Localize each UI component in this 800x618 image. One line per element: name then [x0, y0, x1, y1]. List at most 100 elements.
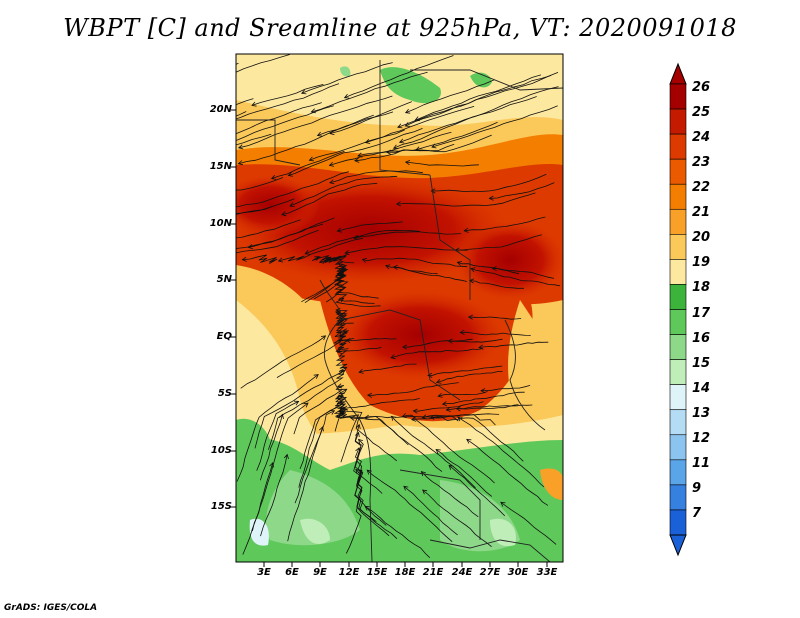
- field-south-pale-green-2: [490, 518, 516, 547]
- streamline-arrow: [445, 406, 451, 412]
- streamline: [335, 411, 360, 463]
- streamline: [301, 262, 349, 303]
- streamline: [236, 217, 335, 249]
- colorbar-label: 17: [692, 305, 711, 321]
- streamline-arrow: [355, 468, 361, 474]
- streamline: [254, 366, 347, 449]
- streamline: [457, 416, 545, 488]
- streamline-arrow: [437, 392, 443, 398]
- border-south-2: [429, 539, 551, 562]
- streamline: [345, 246, 468, 254]
- streamline-arrow: [457, 416, 463, 422]
- streamline: [238, 95, 393, 149]
- streamline: [366, 469, 453, 543]
- streamline: [457, 261, 520, 275]
- streamline: [289, 175, 398, 207]
- streamline-arrow: [287, 171, 293, 177]
- lat-label-20n: 20N: [209, 104, 232, 115]
- streamline: [402, 414, 495, 484]
- streamline-arrow: [343, 93, 350, 99]
- streamline: [469, 280, 524, 289]
- streamline-arrow: [336, 383, 343, 389]
- streamline: [236, 111, 247, 117]
- streamline: [436, 371, 503, 383]
- streamline-arrow: [326, 256, 332, 262]
- streamline-arrow: [196, 252, 200, 256]
- streamline: [240, 335, 326, 389]
- streamline-arrow: [455, 406, 461, 412]
- streamline: [393, 266, 438, 275]
- streamline: [236, 198, 295, 215]
- lon-label-24e: 24E: [451, 567, 473, 578]
- streamline-arrow: [500, 501, 506, 507]
- colorbar-swatch: [669, 459, 687, 486]
- streamline: [390, 348, 483, 359]
- streamline: [413, 401, 484, 412]
- streamline-arrow: [414, 116, 420, 122]
- streamline-arrow: [491, 265, 497, 272]
- streamline: [301, 62, 393, 94]
- streamline-arrow: [427, 372, 433, 378]
- colorbar-swatch: [669, 334, 687, 360]
- streamline-arrow: [237, 160, 244, 166]
- streamline: [367, 382, 459, 396]
- map-frame: [235, 53, 564, 563]
- streamline: [338, 407, 398, 462]
- streamline-arrow: [334, 310, 341, 316]
- streamline-arrow: [392, 144, 399, 150]
- streamline: [460, 331, 531, 336]
- streamline-arrow: [319, 426, 324, 432]
- colorbar-swatch: [669, 309, 687, 335]
- streamline: [236, 374, 319, 482]
- streamline-arrow: [385, 264, 391, 270]
- streamline-arrow: [314, 256, 320, 261]
- streamline: [405, 79, 495, 114]
- streamline-arrow: [176, 190, 180, 194]
- streamline-arrow: [339, 297, 345, 303]
- streamline-arrow: [283, 453, 289, 460]
- streamline: [399, 86, 559, 143]
- field-core-south: [335, 290, 505, 380]
- streamline: [435, 449, 493, 497]
- streamline-arrow: [361, 257, 367, 263]
- streamline: [448, 338, 503, 343]
- streamline: [236, 133, 272, 146]
- field-west-pale: [236, 300, 330, 450]
- streamline: [260, 414, 283, 481]
- streamline: [430, 416, 524, 462]
- streamline-arrow: [459, 329, 465, 335]
- streamline-arrow: [436, 378, 442, 384]
- streamline: [358, 363, 417, 373]
- streamline: [346, 338, 397, 342]
- streamline-arrow: [403, 485, 409, 491]
- colorbar-bottom-arrow: [669, 534, 687, 557]
- streamline: [278, 237, 364, 262]
- streamline-arrow: [390, 415, 396, 421]
- streamline-arrow: [241, 256, 247, 262]
- streamline-arrow: [329, 179, 335, 185]
- streamline-arrow: [164, 234, 168, 238]
- axis-ticks: [231, 109, 548, 567]
- streamline: [236, 105, 334, 141]
- streamline-arrow: [470, 267, 476, 273]
- streamline-arrow: [155, 88, 160, 92]
- border-north-2: [379, 60, 431, 176]
- colorbar-label: 25: [692, 105, 711, 121]
- field-south-pale-green-1: [300, 518, 330, 544]
- streamline-arrow: [345, 338, 351, 344]
- streamline: [464, 216, 546, 232]
- streamline: [466, 439, 549, 506]
- streamline-arrow: [478, 344, 484, 350]
- streamline: [305, 229, 420, 255]
- border-central-2: [339, 309, 461, 401]
- streamline: [350, 417, 443, 472]
- streamline-arrow: [412, 408, 418, 414]
- colorbar-swatch: [669, 359, 687, 385]
- streamline-arrow: [401, 413, 407, 419]
- streamline: [236, 177, 284, 191]
- colorbar-swatch: [669, 484, 687, 511]
- streamline-arrow: [355, 423, 361, 430]
- streamline: [489, 182, 555, 199]
- streamline: [236, 62, 239, 65]
